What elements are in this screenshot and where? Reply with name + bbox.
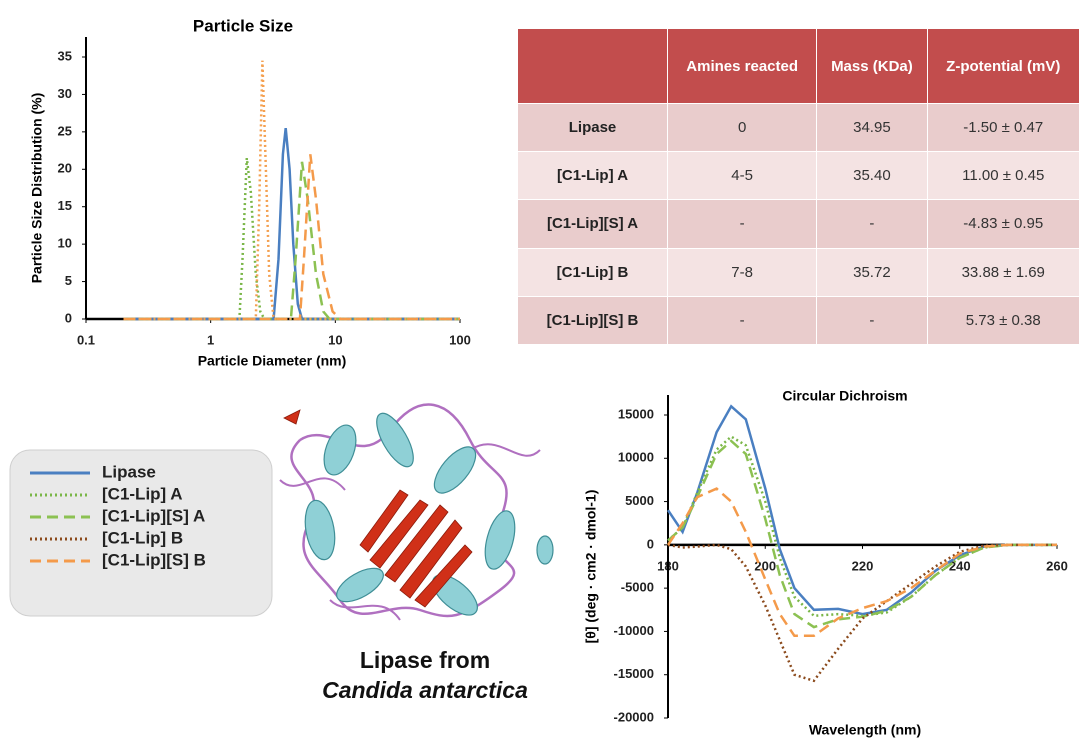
y-axis-label: [θ] (deg · cm2 · dmol-1) <box>583 490 599 644</box>
header-row: Amines reacted Mass (KDa) Z-potential (mV) <box>517 28 1081 104</box>
table-cell: 5.73 ± 0.38 <box>926 295 1081 346</box>
series-line <box>667 435 1057 618</box>
table-cell: -4.83 ± 0.95 <box>926 199 1081 249</box>
table-cell: 35.72 <box>816 247 928 297</box>
chart-title: Circular Dichroism <box>782 388 907 404</box>
series-line <box>667 439 1057 629</box>
y-tick-label: -15000 <box>614 666 654 681</box>
x-tick-label: 1 <box>207 332 214 347</box>
table-cell: 11.00 ± 0.45 <box>926 151 1081 201</box>
header-cell: Amines reacted <box>666 28 818 104</box>
legend-label: [C1-Lip] A <box>102 484 183 503</box>
table-row: [C1-Lip][S] A - - -4.83 ± 0.95 <box>517 199 1081 249</box>
y-tick-label: 20 <box>58 161 72 176</box>
chart-title: Particle Size <box>193 16 293 35</box>
legend-label: Lipase <box>102 462 156 481</box>
table-row: [C1-Lip] B 7-8 35.72 33.88 ± 1.69 <box>517 247 1081 297</box>
x-tick-label: 100 <box>449 332 471 347</box>
y-tick-label: 30 <box>58 86 72 101</box>
y-tick-label: 10000 <box>618 450 654 465</box>
table-cell: [C1-Lip] A <box>517 151 668 201</box>
y-tick-label: -10000 <box>614 623 654 638</box>
table-row: [C1-Lip] A 4-5 35.40 11.00 ± 0.45 <box>517 151 1081 201</box>
y-tick-label: 10 <box>58 236 72 251</box>
table-cell: - <box>666 295 818 346</box>
table-cell: - <box>666 199 818 249</box>
table-cell: [C1-Lip][S] A <box>517 199 668 249</box>
x-axis-label: Particle Diameter (nm) <box>198 353 347 369</box>
y-tick-label: 0 <box>65 310 72 325</box>
table-cell: - <box>816 199 928 249</box>
x-tick-label: 10 <box>328 332 342 347</box>
table-cell: 34.95 <box>816 102 928 153</box>
x-tick-label: 200 <box>754 558 776 573</box>
y-tick-label: 5 <box>65 273 72 288</box>
series-line <box>123 127 460 321</box>
table-cell: [C1-Lip][S] B <box>517 295 668 346</box>
table-cell: -1.50 ± 0.47 <box>926 102 1081 153</box>
series-line <box>666 487 1057 638</box>
series-line <box>667 543 1057 683</box>
series-line <box>123 161 460 321</box>
caption-line: Candida antarctica <box>322 677 528 703</box>
table-cell: Lipase <box>517 102 668 153</box>
legend-box <box>9 449 273 617</box>
series-line <box>666 404 1057 616</box>
y-tick-label: 15000 <box>618 406 654 421</box>
y-tick-label: 5000 <box>625 493 654 508</box>
table-row: [C1-Lip][S] B - -5.73 ± 0.38 <box>517 295 1081 346</box>
legend-label: [C1-Lip][S] B <box>102 550 206 569</box>
series-line <box>123 154 460 321</box>
y-tick-label: -5000 <box>621 580 654 595</box>
table-cell: 35.40 <box>816 151 928 201</box>
caption-line: Lipase from <box>360 647 490 673</box>
protein-structure <box>279 403 554 621</box>
legend-label: [C1-Lip][S] A <box>102 506 205 525</box>
x-tick-label: 220 <box>852 558 874 573</box>
y-tick-label: 35 <box>58 48 72 63</box>
y-tick-label: 0 <box>647 536 654 551</box>
table-cell: [C1-Lip] B <box>517 247 668 297</box>
legend-label: [C1-Lip] B <box>102 528 183 547</box>
table-cell: 7-8 <box>666 247 818 297</box>
y-axis-label: Particle Size Distribution (%) <box>29 93 45 284</box>
x-tick-label: 0.1 <box>77 332 95 347</box>
table-row: Lipase 0 34.95 -1.50 ± 0.47 <box>517 102 1081 153</box>
header-cell: Mass (KDa) <box>816 28 928 104</box>
table-cell: - <box>816 295 928 346</box>
y-tick-label: 25 <box>58 123 72 138</box>
y-tick-label: -20000 <box>614 709 654 724</box>
series-line <box>123 157 460 321</box>
series-line <box>123 60 460 321</box>
header-cell: Z-potential (mV) <box>926 28 1081 104</box>
table-cell: 33.88 ± 1.69 <box>926 247 1081 297</box>
table-cell: 0 <box>666 102 818 153</box>
x-axis-label: Wavelength (nm) <box>809 722 921 738</box>
y-tick-label: 15 <box>58 198 72 213</box>
header-cell <box>517 28 668 104</box>
data-table: Amines reacted Mass (KDa) Z-potential (mV)… <box>517 28 1081 346</box>
table-cell: 4-5 <box>666 151 818 201</box>
x-tick-label: 260 <box>1046 558 1068 573</box>
